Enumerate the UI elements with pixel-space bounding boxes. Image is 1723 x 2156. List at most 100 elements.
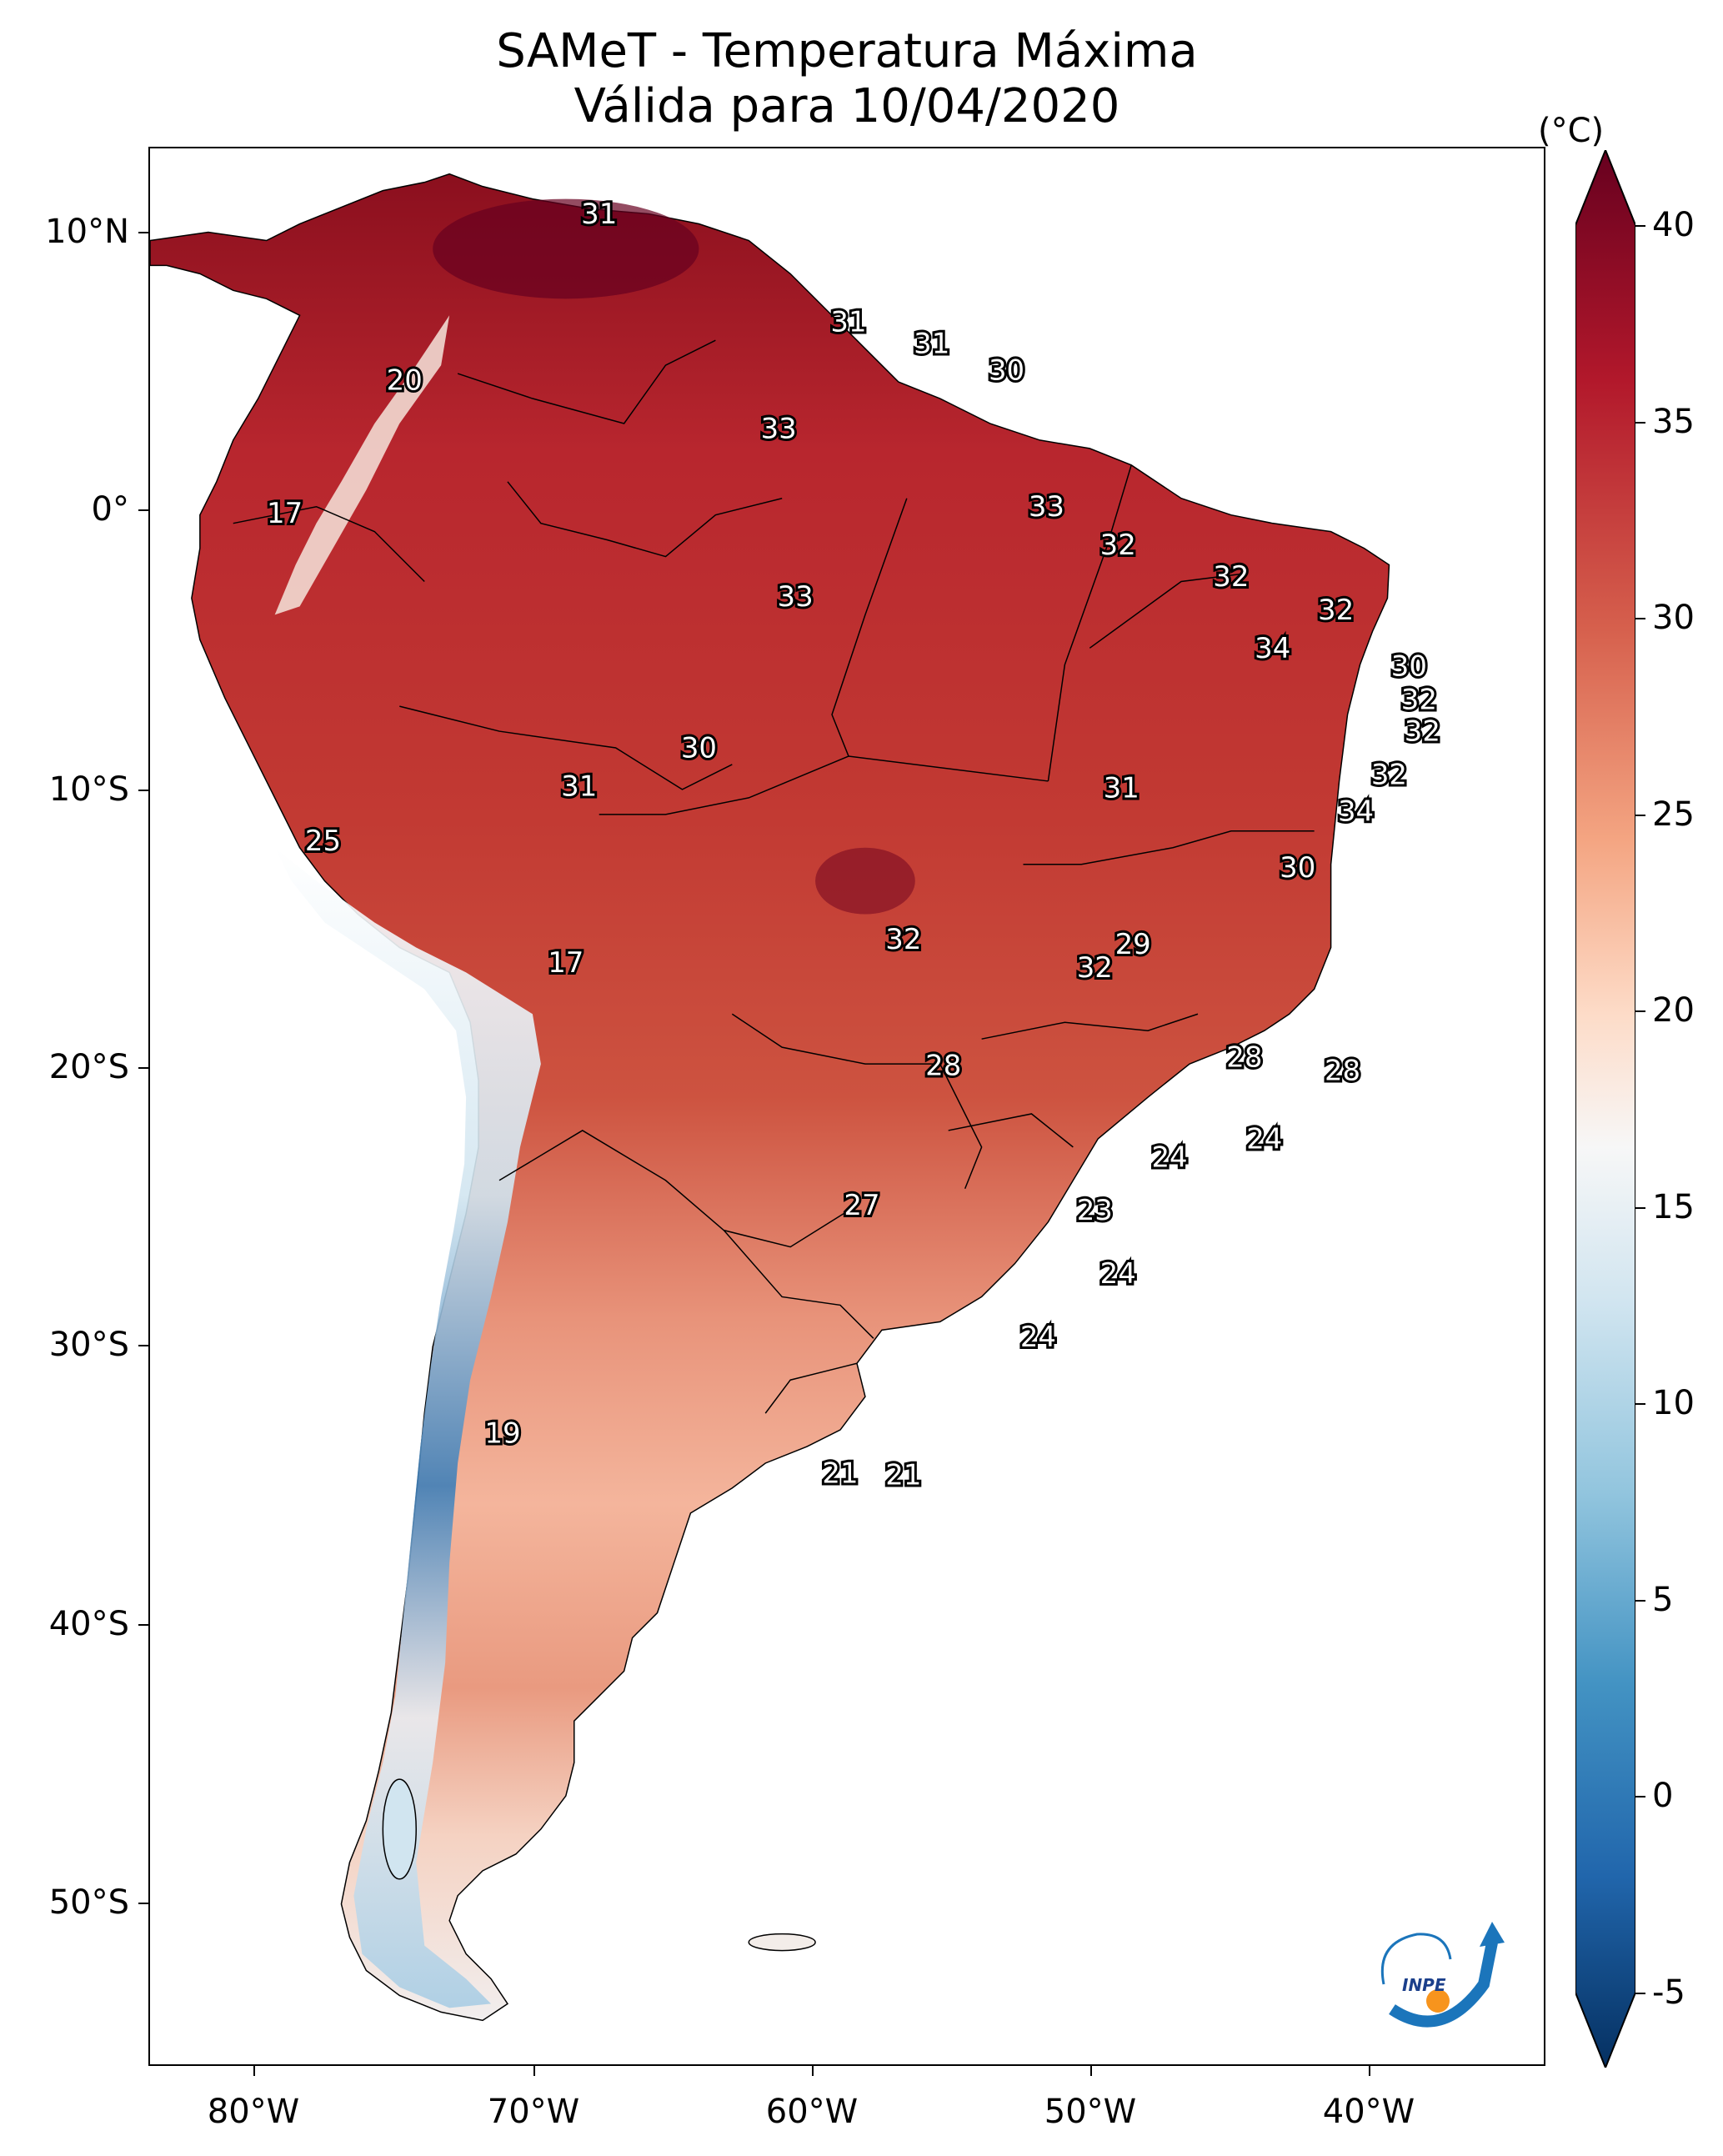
inpe-logo-icon: INPE <box>1380 1922 1505 2028</box>
lat-tick <box>138 1345 148 1346</box>
temp-label: 32 <box>1405 715 1440 748</box>
colorbar-tick <box>1635 1010 1645 1013</box>
colorbar-tick-label: 10 <box>1652 1384 1695 1423</box>
lat-label-0: 0° <box>91 490 129 529</box>
temp-label: 33 <box>761 412 797 444</box>
temp-label: 21 <box>822 1457 858 1489</box>
temp-label: 30 <box>989 354 1024 387</box>
temp-label: 24 <box>1246 1122 1282 1155</box>
temp-label: 32 <box>1100 529 1136 561</box>
temp-label: 24 <box>1100 1257 1136 1290</box>
temp-label: 32 <box>1371 758 1407 790</box>
temp-label: 32 <box>1077 951 1113 984</box>
northern-andes-band <box>274 315 450 615</box>
colorbar-tick <box>1635 1796 1645 1798</box>
temp-label: 17 <box>267 497 303 529</box>
colorbar-tick <box>1635 225 1645 227</box>
hot-core-mato-grosso <box>815 847 915 915</box>
colorbar-tick-label: 20 <box>1652 991 1695 1030</box>
colorbar-fill <box>1575 150 1635 2068</box>
lat-label-10s: 10°S <box>48 770 129 809</box>
lon-tick <box>1369 2066 1370 2076</box>
lat-tick <box>138 509 148 511</box>
map-frame: 31 31 31 30 20 33 17 33 32 33 32 32 34 3… <box>148 147 1545 2066</box>
colorbar-tick-label: 5 <box>1652 1580 1674 1619</box>
temp-label: 31 <box>830 306 866 338</box>
temp-label: 32 <box>1318 594 1354 626</box>
temperature-labels: 31 31 31 30 20 33 17 33 32 33 32 32 34 3… <box>264 195 1443 1493</box>
temp-label: 24 <box>1151 1141 1187 1173</box>
temp-label: 30 <box>681 732 717 765</box>
andes-cold-band <box>274 847 541 2008</box>
continent-shape <box>150 173 1390 2022</box>
lat-tick <box>138 1903 148 1904</box>
lon-label-60w: 60°W <box>765 2093 859 2131</box>
temp-label: 29 <box>1115 928 1151 960</box>
temp-label: 25 <box>305 825 341 857</box>
temp-label: 30 <box>1391 650 1427 683</box>
temp-label: 32 <box>1213 560 1249 593</box>
temp-label: 20 <box>387 364 423 397</box>
map-title: SAMeT - Temperatura Máxima <box>496 24 1198 78</box>
lat-label-40s: 40°S <box>48 1605 129 1643</box>
lon-tick <box>812 2066 814 2076</box>
lon-tick <box>253 2066 255 2076</box>
temp-label: 28 <box>925 1050 961 1082</box>
lon-tick <box>1090 2066 1092 2076</box>
colorbar-tick-label: 35 <box>1652 402 1695 441</box>
colorbar-tick <box>1635 1993 1645 1994</box>
chiloe-fragments <box>382 1778 417 1880</box>
hot-core-venezuela <box>433 198 699 299</box>
colorbar-tick <box>1635 1206 1645 1209</box>
map-subtitle: Válida para 10/04/2020 <box>573 79 1120 133</box>
colorbar-tick <box>1635 618 1645 620</box>
temp-label: 24 <box>1020 1321 1056 1353</box>
temp-label: 32 <box>1401 684 1437 716</box>
temp-label: 34 <box>1338 795 1374 827</box>
colorbar-tick-label: 0 <box>1652 1777 1674 1816</box>
colorbar-unit-label: (°C) <box>1538 112 1605 150</box>
lat-tick <box>138 790 148 791</box>
lon-label-40w: 40°W <box>1322 2093 1415 2131</box>
lon-label-70w: 70°W <box>487 2093 580 2131</box>
temp-label: 21 <box>885 1458 921 1491</box>
colorbar <box>1575 150 1635 2068</box>
temp-label: 33 <box>1029 490 1064 523</box>
temp-label: 31 <box>581 198 617 230</box>
lat-label-20s: 20°S <box>48 1048 129 1086</box>
colorbar-tick-label: 25 <box>1652 795 1695 834</box>
temp-label: 34 <box>1255 632 1290 664</box>
lat-tick <box>138 1624 148 1626</box>
colorbar-tick <box>1635 1403 1645 1406</box>
temp-label: 27 <box>844 1189 879 1221</box>
temp-label: 33 <box>778 580 814 613</box>
temp-label: 31 <box>914 328 949 360</box>
colorbar-tick <box>1635 421 1645 424</box>
colorbar-tick <box>1635 814 1645 816</box>
lat-label-50s: 50°S <box>48 1883 129 1922</box>
colorbar-tick-label: 15 <box>1652 1187 1695 1226</box>
colorbar-tick-label: -5 <box>1652 1973 1685 2012</box>
temp-label: 31 <box>1104 771 1139 804</box>
lon-tick <box>533 2066 535 2076</box>
temp-label: 28 <box>1226 1041 1262 1074</box>
lat-label-10n: 10°N <box>45 213 129 251</box>
temp-label: 23 <box>1077 1194 1113 1226</box>
temp-label: 32 <box>885 923 921 955</box>
lat-label-30s: 30°S <box>48 1326 129 1364</box>
temperature-map: 31 31 31 30 20 33 17 33 32 33 32 32 34 3… <box>150 173 1443 2022</box>
colorbar-tick-label: 40 <box>1652 206 1695 244</box>
lat-tick <box>138 1067 148 1069</box>
lon-label-80w: 80°W <box>207 2093 300 2131</box>
lat-tick <box>138 232 148 233</box>
logo-text: INPE <box>1402 1975 1446 1995</box>
temp-label: 17 <box>548 946 584 979</box>
colorbar-tick <box>1635 1599 1645 1602</box>
lon-label-50w: 50°W <box>1044 2093 1137 2131</box>
temp-label: 19 <box>484 1417 520 1450</box>
country-borders <box>233 339 1315 1414</box>
temp-label: 28 <box>1325 1055 1360 1087</box>
colorbar-tick-label: 30 <box>1652 599 1695 638</box>
temp-label: 30 <box>1280 851 1315 884</box>
temp-label: 31 <box>561 770 597 802</box>
